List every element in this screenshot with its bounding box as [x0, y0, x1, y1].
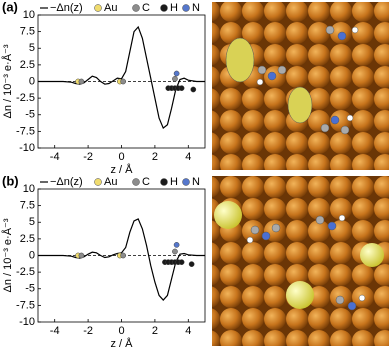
- y-tick-label: -10: [19, 142, 35, 154]
- x-tick-label: 0: [118, 325, 124, 337]
- au-adatom: [286, 281, 314, 309]
- x-tick-label: -2: [83, 325, 93, 337]
- y-axis-label: Δn / 10⁻³ e·Å⁻³: [1, 44, 14, 118]
- y-tick-label: 10: [23, 183, 35, 195]
- legend-swatch: [132, 178, 140, 186]
- legend-label: −Δn(z): [50, 2, 83, 14]
- atom: [358, 294, 366, 302]
- atom-marker: [190, 86, 197, 93]
- panel-label: (b): [2, 173, 19, 188]
- render-a: [212, 2, 389, 170]
- legend-swatch: [182, 178, 190, 186]
- atom: [257, 65, 267, 75]
- x-tick-label: 0: [118, 151, 124, 163]
- atom: [320, 123, 330, 133]
- atom-marker: [173, 242, 180, 248]
- atom: [315, 215, 325, 225]
- y-tick-label: 7.5: [20, 200, 35, 212]
- legend-swatch: [94, 178, 102, 186]
- y-tick-label: -2.5: [16, 92, 35, 104]
- legend-label: N: [192, 176, 200, 188]
- atom: [337, 31, 347, 41]
- atom: [256, 78, 264, 86]
- legend-label: H: [170, 2, 178, 14]
- atom: [338, 214, 346, 222]
- density: [225, 37, 255, 83]
- atom: [340, 125, 350, 135]
- atom: [346, 114, 354, 122]
- legend-label: Au: [104, 176, 117, 188]
- y-tick-label: 5: [29, 42, 35, 54]
- y-tick-label: -5: [25, 109, 35, 121]
- density-line: [38, 218, 205, 301]
- y-tick-label: -7.5: [16, 125, 35, 137]
- x-tick-label: -4: [50, 151, 60, 163]
- y-tick-label: 5: [29, 216, 35, 228]
- y-tick-label: -7.5: [16, 299, 35, 311]
- legend-swatch: [94, 4, 102, 12]
- y-tick-label: -10: [19, 316, 35, 328]
- y-tick-label: 2.5: [20, 59, 35, 71]
- surface: [212, 176, 389, 346]
- x-tick-label: -2: [83, 151, 93, 163]
- x-tick-label: 4: [185, 325, 191, 337]
- atom: [351, 26, 359, 34]
- atom-marker: [120, 78, 127, 85]
- atom: [271, 223, 281, 233]
- legend-label: Au: [104, 2, 117, 14]
- legend-label: C: [142, 2, 150, 14]
- atom-marker: [78, 252, 85, 259]
- y-tick-label: 7.5: [20, 26, 35, 38]
- atom: [327, 221, 337, 231]
- y-axis-label: Δn / 10⁻³ e·Å⁻³: [1, 218, 14, 292]
- atom: [246, 236, 254, 244]
- atom-marker: [78, 78, 85, 85]
- density-line: [38, 25, 205, 130]
- render-b: [212, 176, 389, 346]
- y-tick-label: 0: [29, 249, 35, 261]
- atom: [325, 25, 335, 35]
- atom-marker: [178, 85, 185, 92]
- atom-marker: [178, 259, 185, 265]
- x-tick-label: 4: [185, 151, 191, 163]
- x-tick-label: 2: [152, 151, 158, 163]
- atom-marker: [188, 261, 195, 267]
- y-tick-label: -5: [25, 283, 35, 295]
- atom: [330, 115, 340, 125]
- au-adatom: [360, 243, 384, 267]
- x-axis-label: z / Å: [110, 163, 133, 176]
- atom: [250, 225, 260, 235]
- y-tick-label: 10: [23, 9, 35, 21]
- atom: [277, 65, 287, 75]
- atom: [267, 71, 277, 81]
- x-tick-label: -4: [50, 325, 60, 337]
- legend-label: H: [170, 176, 178, 188]
- atom-marker: [173, 70, 180, 77]
- legend-label: C: [142, 176, 150, 188]
- y-tick-label: 2.5: [20, 233, 35, 245]
- atom-marker: [172, 248, 178, 255]
- surface: [212, 2, 389, 170]
- x-tick-label: 2: [152, 325, 158, 337]
- legend-swatch: [160, 178, 168, 186]
- legend-swatch: [160, 4, 168, 12]
- legend-label: −Δn(z): [50, 176, 83, 188]
- au-adatom: [214, 201, 242, 229]
- legend-label: N: [192, 2, 200, 14]
- atom: [335, 295, 345, 305]
- atom-marker: [172, 75, 178, 82]
- y-tick-label: 0: [29, 75, 35, 87]
- y-tick-label: -2.5: [16, 266, 35, 278]
- density: [287, 86, 313, 124]
- atom: [347, 301, 357, 311]
- legend-swatch: [182, 4, 190, 12]
- panel-label: (a): [2, 0, 18, 14]
- atom: [261, 231, 271, 241]
- atom-marker: [120, 252, 127, 259]
- x-axis-label: z / Å: [110, 337, 133, 350]
- legend-swatch: [132, 4, 140, 12]
